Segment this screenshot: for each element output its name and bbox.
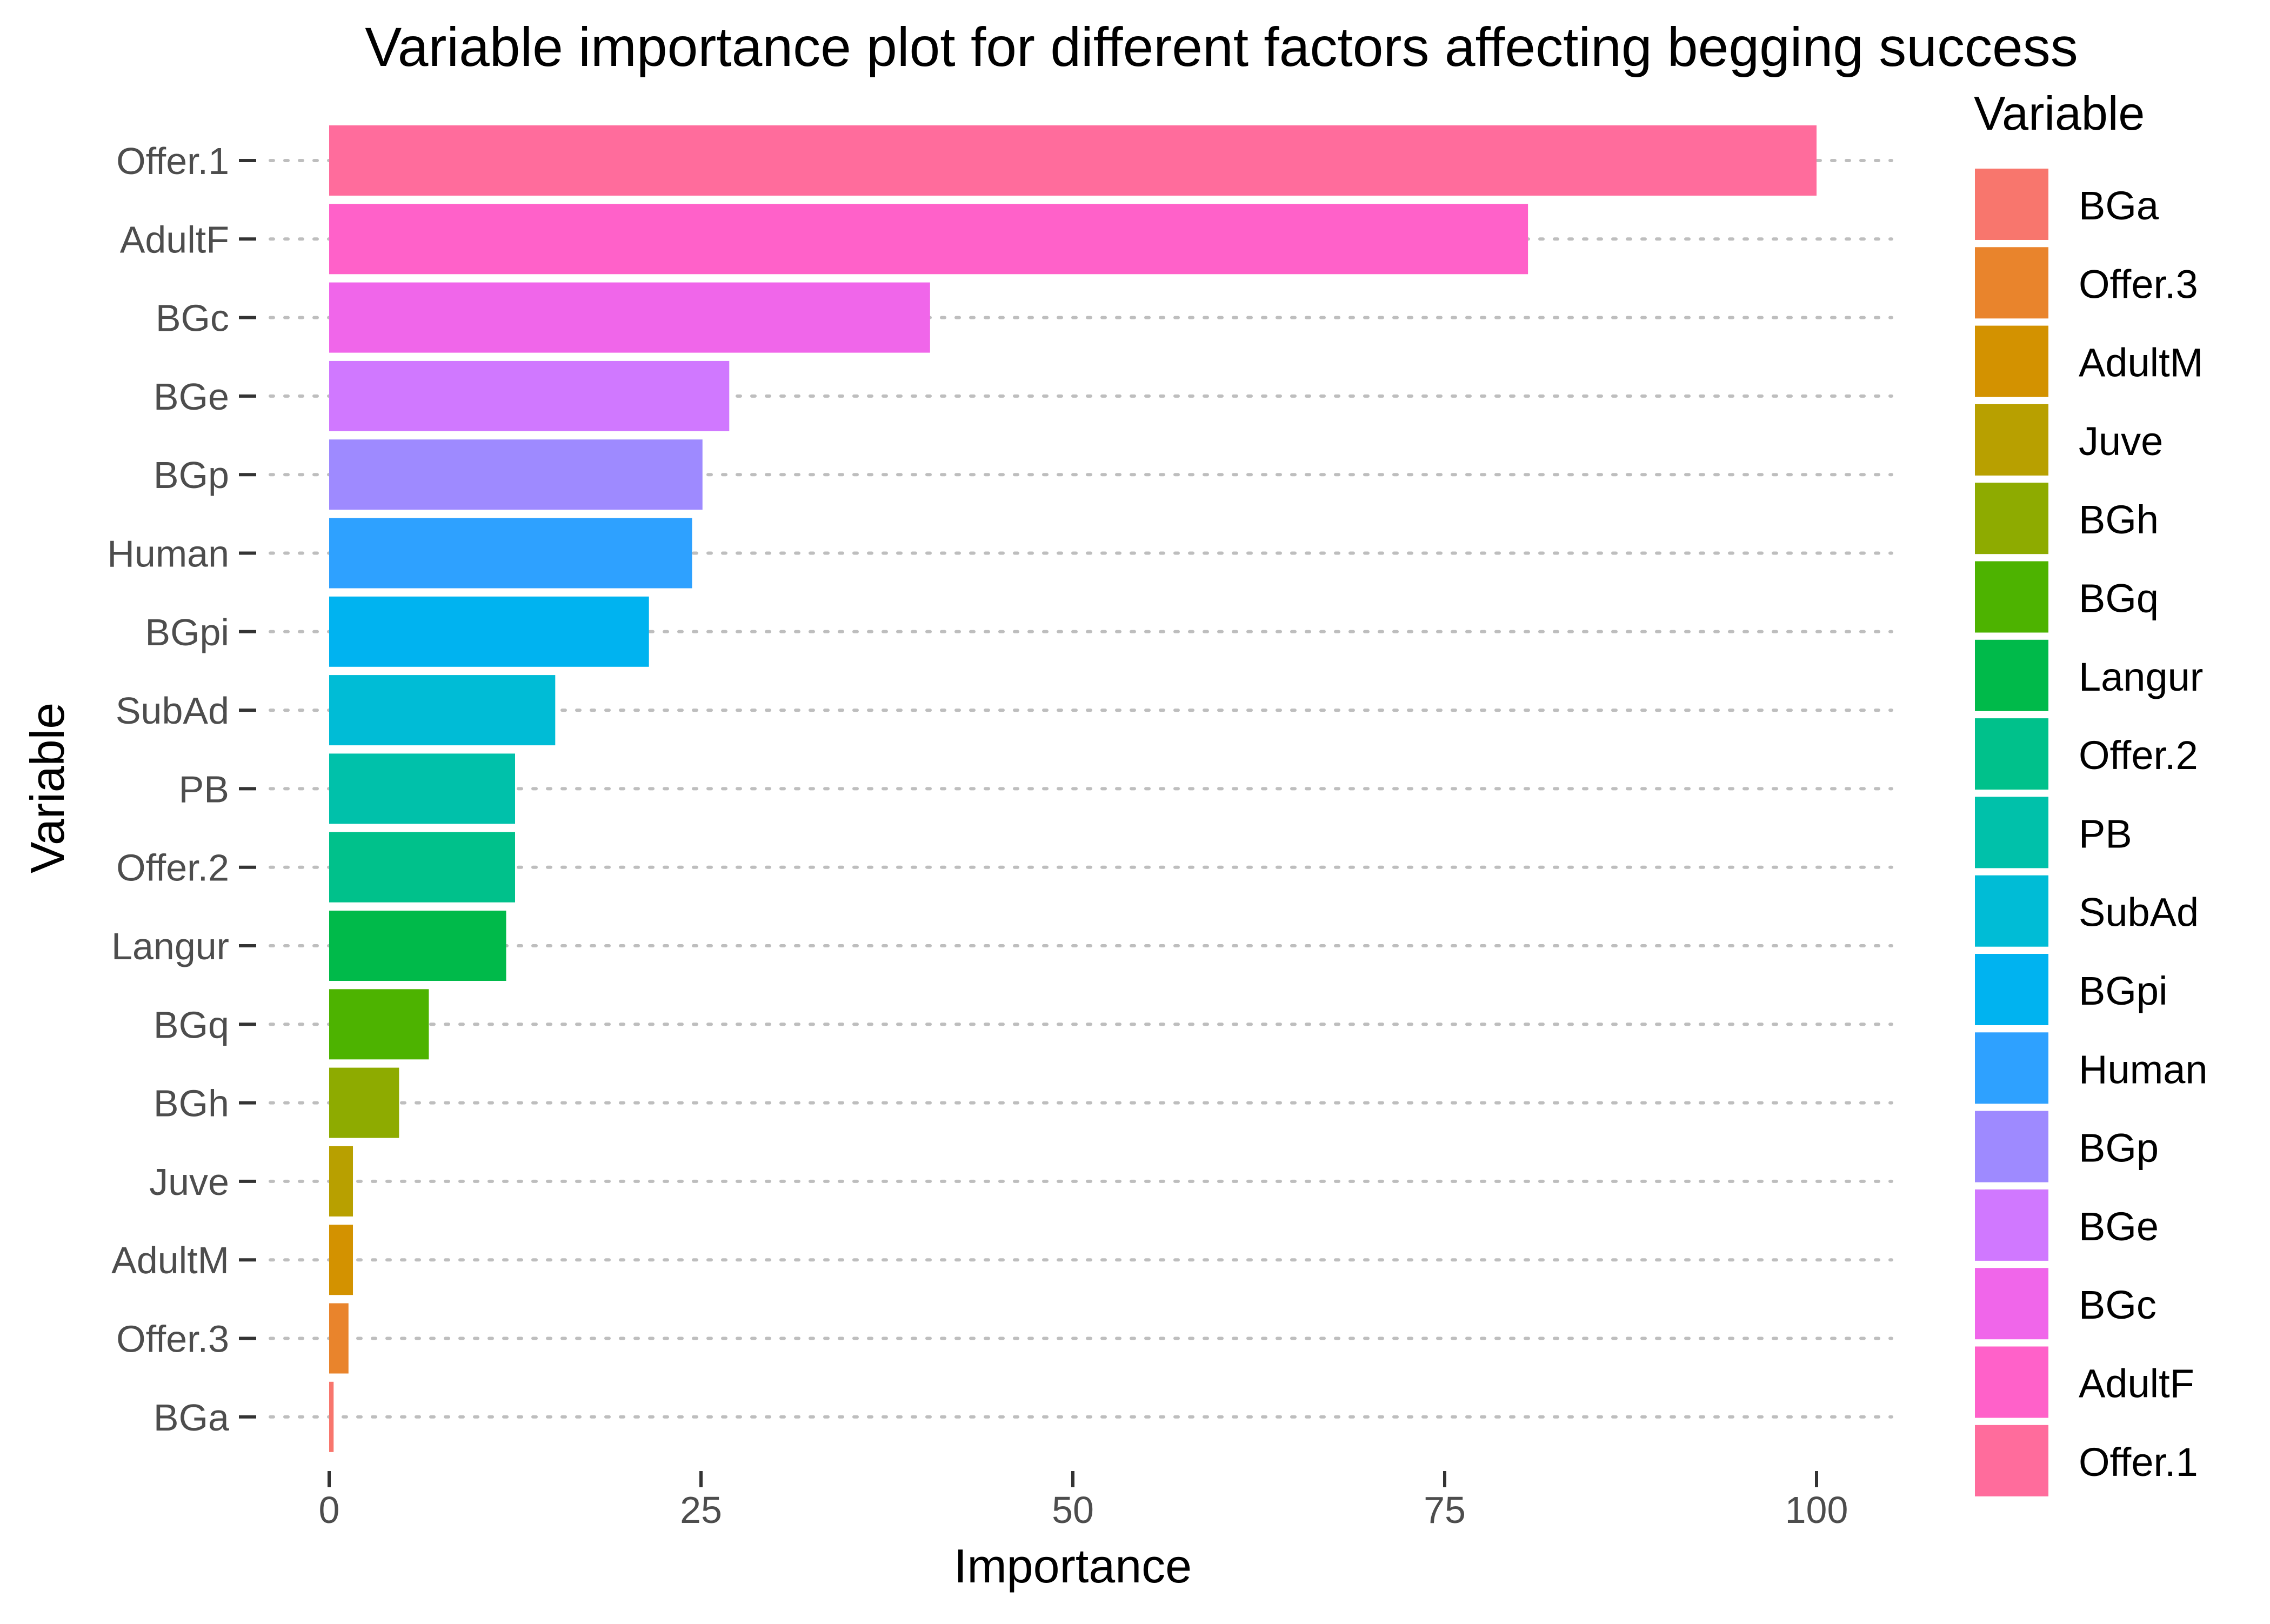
y-tick-label: SubAd [116, 690, 229, 732]
y-tick-label: AdultM [111, 1239, 229, 1281]
x-tick-label: 25 [680, 1489, 722, 1531]
legend-key [1973, 873, 2051, 949]
legend-label: BGpi [2079, 968, 2168, 1013]
x-tick-label: 50 [1052, 1489, 1094, 1531]
legend-key [1973, 1266, 2051, 1342]
chart-title: Variable importance plot for different f… [365, 16, 2078, 78]
bars [329, 125, 1817, 1452]
bar-juve [329, 1146, 353, 1217]
bar-adultf [329, 204, 1528, 275]
legend-key [1973, 480, 2051, 557]
legend-label: BGe [2079, 1204, 2159, 1249]
legend-label: AdultF [2079, 1361, 2194, 1406]
y-tick-label: BGpi [145, 611, 229, 653]
bar-bge [329, 360, 730, 431]
legend-label: SubAd [2079, 890, 2199, 935]
legend-key [1973, 166, 2051, 242]
legend-label: PB [2079, 811, 2132, 856]
x-tick-label: 0 [319, 1489, 340, 1531]
y-tick-label: BGa [153, 1396, 229, 1439]
bar-bgc [329, 282, 930, 353]
legend-label: BGa [2079, 183, 2159, 228]
legend-key [1973, 637, 2051, 713]
y-tick-label: BGq [153, 1004, 229, 1046]
legend-label: Human [2079, 1047, 2208, 1092]
bar-langur [329, 911, 506, 981]
y-tick-label: PB [179, 768, 229, 810]
x-tick-label: 75 [1424, 1489, 1466, 1531]
bar-bgq [329, 989, 429, 1060]
legend-label: BGp [2079, 1126, 2159, 1171]
legend: BGa Offer.3 AdultM Juve BGh BGq Langur Offer.2 P… [1973, 166, 2208, 1499]
bar-bgh [329, 1067, 399, 1138]
y-tick-label: Offer.1 [116, 140, 229, 182]
y-tick-label: BGe [153, 376, 229, 418]
bar-adultm [329, 1225, 353, 1295]
bar-offer-3 [329, 1303, 349, 1374]
y-tick-label: BGp [153, 454, 229, 496]
legend-label: BGq [2079, 576, 2159, 621]
bar-subad [329, 675, 556, 746]
x-tick-label: 100 [1785, 1489, 1848, 1531]
legend-label: BGh [2079, 497, 2159, 542]
legend-label: AdultM [2079, 340, 2203, 385]
bar-bgp [329, 439, 703, 510]
bar-offer-2 [329, 832, 515, 903]
legend-key [1973, 1030, 2051, 1106]
bar-bgpi [329, 596, 649, 667]
legend-key [1973, 245, 2051, 321]
legend-key [1973, 794, 2051, 871]
x-axis: 0 25 50 75 100 [319, 1471, 1848, 1531]
legend-key [1973, 952, 2051, 1027]
legend-title: Variable [1974, 86, 2145, 140]
legend-key [1973, 716, 2051, 792]
y-tick-label: Juve [149, 1161, 229, 1203]
y-tick-label: BGh [153, 1082, 229, 1125]
legend-label: BGc [2079, 1282, 2156, 1327]
y-axis: Offer.1 AdultF BGc BGe BGp Human BGpi SubAd PB Of… [107, 140, 256, 1439]
bar-human [329, 518, 692, 589]
legend-label: Offer.3 [2079, 262, 2198, 306]
legend-key [1973, 323, 2051, 399]
bar-bga [329, 1381, 334, 1452]
bar-offer-1 [329, 125, 1817, 196]
legend-label: Juve [2079, 419, 2163, 464]
legend-key [1973, 559, 2051, 635]
legend-label: Offer.2 [2079, 733, 2198, 778]
bar-pb [329, 753, 515, 824]
legend-key [1973, 1108, 2051, 1185]
y-tick-label: Offer.3 [116, 1318, 229, 1360]
legend-key [1973, 1422, 2051, 1499]
y-tick-label: Langur [111, 925, 229, 967]
legend-key [1973, 1187, 2051, 1263]
legend-label: Offer.1 [2079, 1440, 2198, 1485]
legend-key [1973, 402, 2051, 478]
y-tick-label: AdultF [120, 218, 229, 260]
y-tick-label: BGc [156, 297, 229, 339]
legend-key [1973, 1344, 2051, 1420]
x-axis-title: Importance [954, 1539, 1192, 1593]
y-axis-title: Variable [21, 703, 74, 873]
y-tick-label: Offer.2 [116, 847, 229, 889]
legend-label: Langur [2079, 654, 2203, 699]
y-tick-label: Human [107, 533, 229, 575]
